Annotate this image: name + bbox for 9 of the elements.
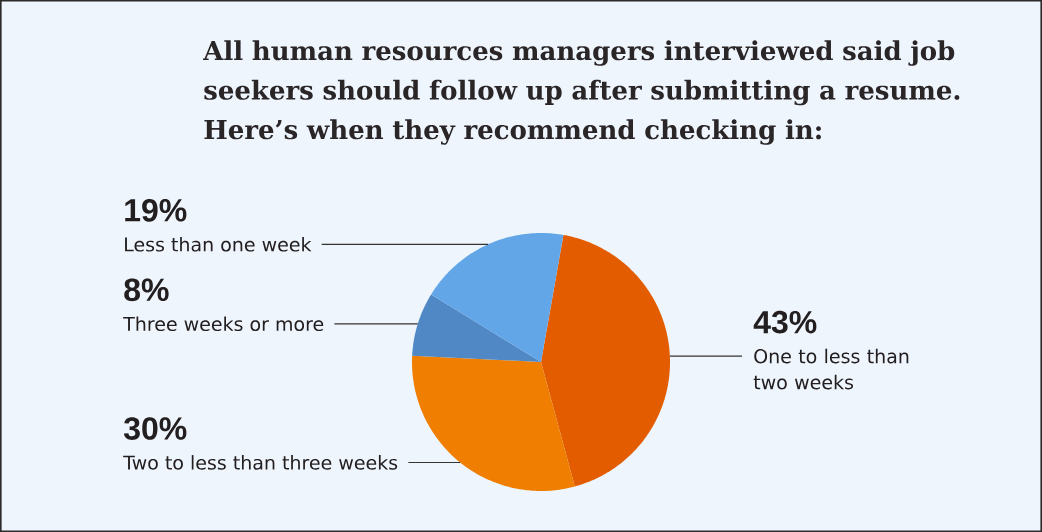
slice-label: Less than one week	[125, 236, 312, 252]
slice-label: One to less than two weeks	[753, 348, 909, 390]
slice-label: Three weeks or more	[123, 316, 324, 332]
data-label: 19%	[125, 199, 187, 222]
data-label: 43%	[753, 310, 817, 334]
data-label: 30%	[123, 417, 187, 440]
data-label: 8%	[124, 278, 169, 302]
slice-label: Two to less than three weeks	[123, 455, 398, 470]
chart-title: All human resources managers interviewed said job seekers should follow up after submitting a resume. Here’s when they recommend checking in:	[203, 40, 960, 145]
